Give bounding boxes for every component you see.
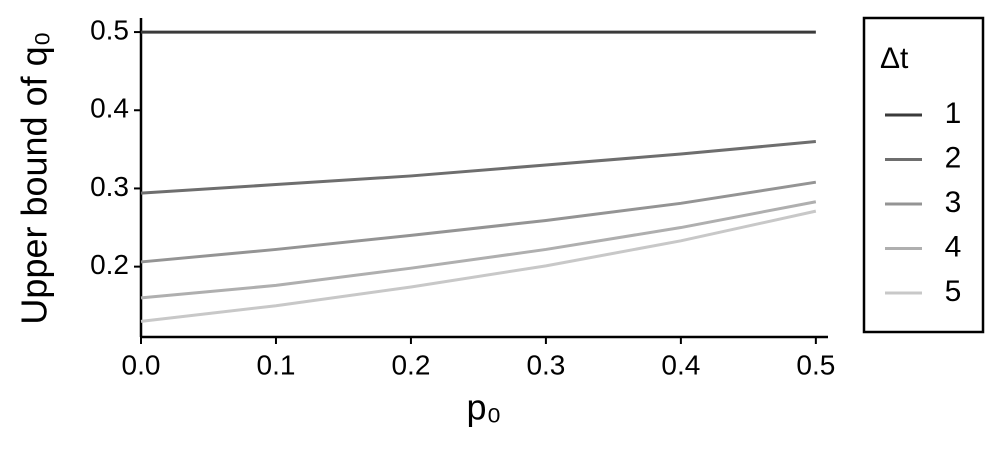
x-axis-label: p₀ (467, 387, 502, 428)
x-tick-label: 0.4 (661, 349, 700, 380)
legend-label: 5 (945, 275, 962, 308)
x-tick-label: 0.0 (122, 349, 161, 380)
x-tick-label: 0.5 (796, 349, 835, 380)
y-axis-label: Upper bound of q₀ (14, 31, 55, 324)
x-tick-label: 0.1 (257, 349, 296, 380)
y-tick-label: 0.4 (90, 93, 129, 124)
line (140, 209, 817, 323)
legend-label: 3 (945, 186, 962, 219)
legend-box (862, 16, 985, 334)
line (140, 200, 817, 300)
line (140, 180, 817, 264)
x-tick-label: 0.2 (391, 349, 430, 380)
y-tick-label: 0.2 (90, 249, 129, 280)
y-tick-label: 0.3 (90, 171, 129, 202)
x-tick-label: 0.3 (526, 349, 565, 380)
legend-label: 1 (945, 97, 962, 130)
legend-label: 4 (945, 230, 962, 263)
line (140, 140, 816, 195)
legend-label: 2 (945, 141, 962, 174)
y-tick-label: 0.5 (90, 14, 129, 45)
legend-title: Δt (880, 42, 909, 75)
